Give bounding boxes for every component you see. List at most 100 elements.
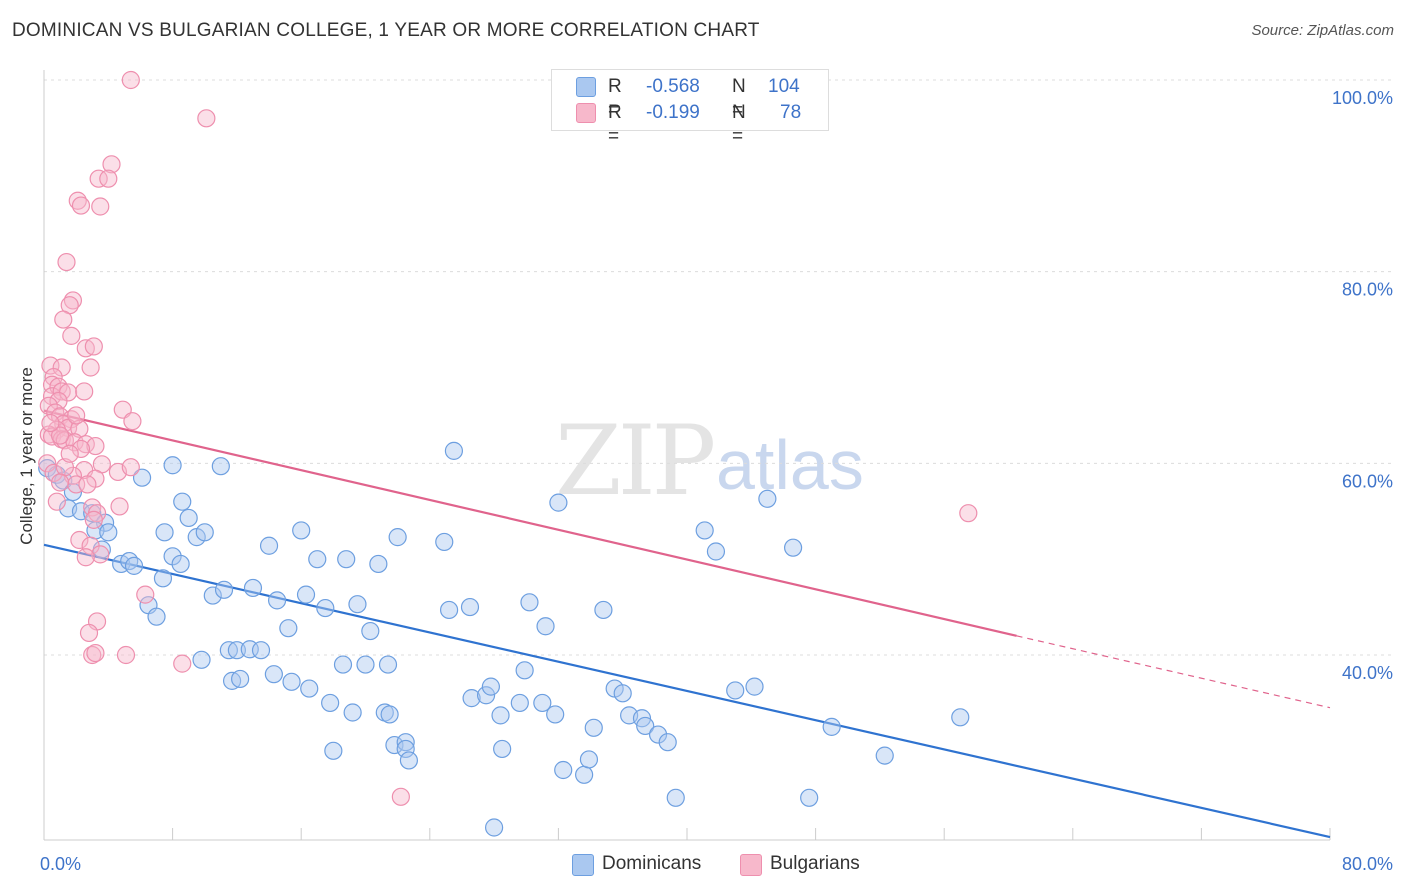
data-point	[49, 391, 68, 411]
bottom-swatch-dominicans	[572, 854, 594, 876]
data-point	[91, 545, 110, 564]
data-point	[337, 550, 356, 569]
data-point	[388, 528, 407, 547]
data-point	[579, 750, 599, 769]
data-point	[361, 621, 380, 641]
y-tick-label: 100.0%	[1332, 88, 1393, 108]
data-point	[179, 508, 198, 528]
y-axis-label: College, 1 year or more	[17, 367, 36, 545]
data-point	[132, 468, 152, 487]
data-point	[57, 252, 76, 272]
trend-extension-bulgarians	[1016, 635, 1331, 709]
legend-r-value: -0.199	[646, 102, 700, 123]
data-point	[155, 523, 174, 542]
data-point	[658, 733, 677, 752]
data-point	[86, 643, 105, 663]
data-point	[197, 109, 216, 128]
data-point	[391, 787, 410, 806]
data-point	[136, 585, 155, 604]
data-point	[75, 382, 94, 401]
data-point	[822, 717, 841, 736]
legend-r-label: R =	[608, 76, 622, 121]
correlation-legend: R = -0.568 N = 104 R = -0.199 N = 78	[551, 69, 829, 147]
data-point	[259, 536, 279, 555]
series-bulgarians	[38, 70, 978, 806]
data-point	[584, 718, 603, 737]
data-point	[385, 735, 404, 755]
data-point	[515, 661, 534, 680]
data-point	[173, 654, 192, 673]
data-point	[68, 191, 87, 210]
data-point	[536, 617, 555, 636]
data-point	[549, 493, 568, 512]
data-point	[554, 760, 573, 780]
bottom-legend-label: Bulgarians	[770, 853, 860, 874]
data-point	[121, 70, 140, 90]
data-point	[476, 686, 496, 705]
data-point	[203, 586, 222, 605]
bottom-legend-label: Dominicans	[602, 853, 702, 874]
data-point	[444, 441, 464, 460]
data-point	[110, 497, 129, 516]
legend-n-label: N =	[732, 102, 746, 147]
data-point	[99, 169, 118, 188]
data-point	[124, 556, 144, 575]
legend-r-label: R =	[608, 102, 622, 147]
data-point	[251, 641, 271, 660]
data-point	[758, 489, 777, 508]
data-point	[84, 510, 103, 529]
data-point	[267, 591, 287, 610]
data-point	[594, 600, 613, 620]
legend-swatch-dominicans	[576, 77, 596, 97]
data-point	[343, 703, 362, 722]
data-point	[292, 521, 311, 540]
data-point	[695, 521, 714, 540]
data-point	[333, 655, 353, 674]
data-point	[211, 457, 230, 476]
data-point	[81, 358, 100, 377]
data-point	[123, 412, 142, 431]
y-tick-label: 60.0%	[1342, 471, 1393, 491]
trend-line-dominicans	[43, 543, 1331, 839]
data-point	[378, 655, 398, 674]
data-point	[153, 569, 173, 588]
data-point	[192, 650, 211, 669]
data-point	[86, 436, 105, 456]
y-tick-label: 40.0%	[1342, 663, 1393, 683]
data-point	[300, 679, 319, 698]
data-point	[89, 169, 108, 188]
data-point	[462, 689, 481, 708]
data-point	[520, 593, 539, 612]
data-point	[50, 473, 70, 492]
data-point	[439, 600, 459, 620]
data-point	[70, 419, 89, 438]
gridlines	[44, 79, 1392, 656]
data-point	[399, 751, 419, 770]
legend-n-value: 78	[780, 102, 802, 123]
data-point	[706, 542, 726, 561]
data-point	[308, 550, 327, 569]
data-point	[666, 788, 685, 807]
data-point	[44, 367, 63, 387]
tick-labels: 100.0% 80.0% 60.0% 40.0% 0.0% 80.0%	[40, 88, 1393, 874]
data-point	[613, 684, 632, 703]
data-point	[47, 492, 66, 511]
data-point	[491, 706, 510, 725]
data-point	[636, 716, 655, 736]
data-point	[49, 377, 68, 396]
trend-line-bulgarians	[43, 409, 1017, 637]
data-point	[380, 705, 399, 724]
data-point	[726, 681, 745, 700]
data-point	[83, 504, 102, 523]
data-point	[147, 607, 166, 626]
data-point	[71, 196, 91, 215]
trend-lines	[43, 409, 1331, 839]
data-point	[70, 530, 89, 550]
data-point	[481, 677, 500, 696]
data-point	[214, 580, 234, 599]
x-tick-label: 0.0%	[40, 854, 81, 874]
data-point	[800, 788, 819, 807]
data-point	[296, 585, 316, 604]
data-point	[50, 426, 70, 445]
data-point	[38, 454, 57, 473]
